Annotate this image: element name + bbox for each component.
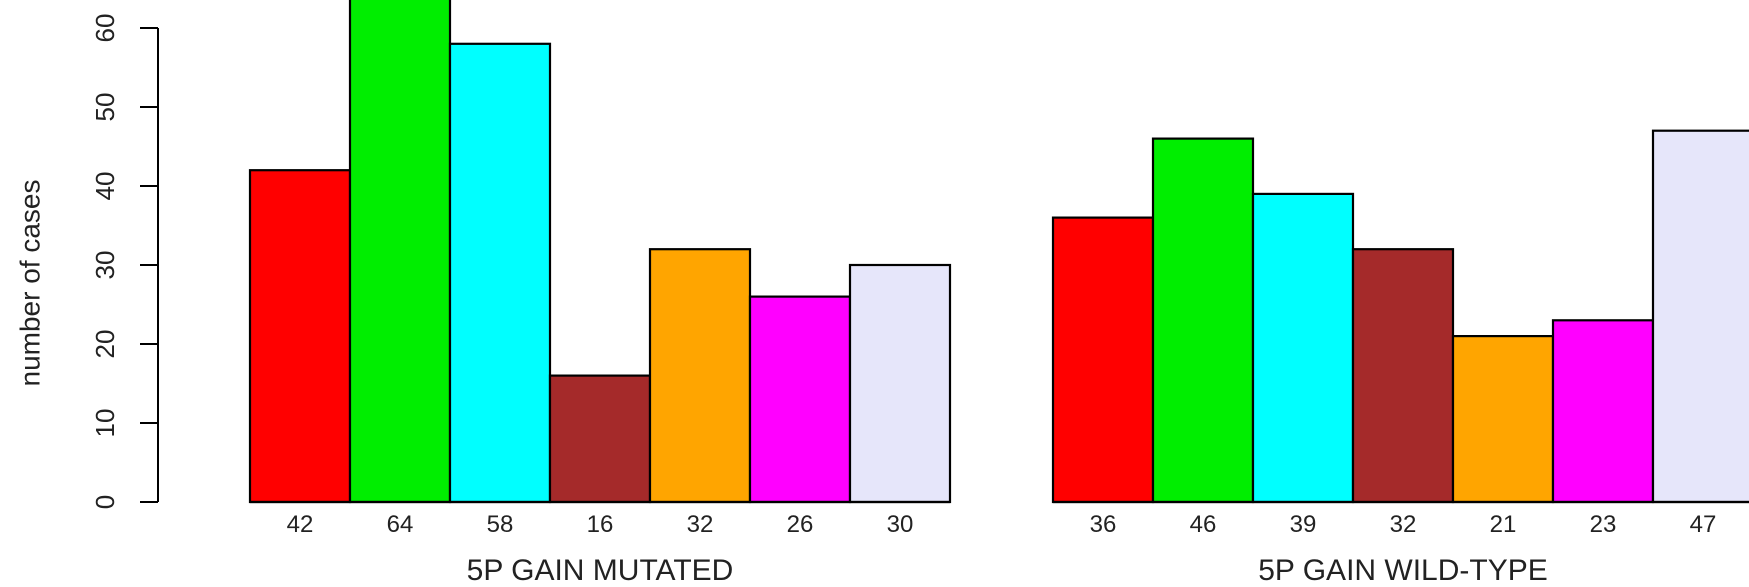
bar	[1551, 319, 1655, 504]
y-tick-label: 40	[90, 172, 120, 201]
y-tick-label: 0	[90, 495, 120, 509]
y-axis: 0 10 20 30 40 50 60 number of cases	[14, 14, 159, 509]
group-labels: 5P GAIN MUTATED 5P GAIN WILD-TYPE	[467, 554, 1548, 587]
bar	[448, 42, 552, 504]
bar	[1351, 248, 1455, 504]
bar-value-label: 36	[1090, 511, 1117, 538]
bar	[748, 295, 852, 504]
y-tick-label: 30	[90, 251, 120, 280]
group-label: 5P GAIN WILD-TYPE	[1258, 554, 1548, 587]
bar-value-label: 39	[1290, 511, 1317, 538]
group-label: 5P GAIN MUTATED	[467, 554, 734, 587]
y-tick-label: 60	[90, 14, 120, 43]
bar-value-label: 42	[287, 511, 314, 538]
bar-value-label: 58	[487, 511, 514, 538]
bars	[248, 0, 1749, 504]
bar	[848, 263, 952, 504]
x-tick-labels: 42 64 58 16 32 26 30 36 46 39 32 21 23 47	[287, 511, 1717, 538]
bar-value-label: 16	[587, 511, 614, 538]
y-tick-label: 50	[90, 93, 120, 122]
bar	[348, 0, 452, 504]
bar	[248, 169, 352, 504]
bar-value-label: 32	[687, 511, 714, 538]
bar	[1151, 137, 1255, 504]
y-ticks: 0 10 20 30 40 50 60	[90, 14, 158, 509]
bar	[648, 248, 752, 504]
bar-value-label: 32	[1390, 511, 1417, 538]
bar	[548, 374, 652, 504]
y-axis-label: number of cases	[14, 180, 45, 387]
bar-value-label: 46	[1190, 511, 1217, 538]
bar	[1651, 129, 1749, 504]
bar	[1451, 335, 1555, 504]
bar-value-label: 47	[1690, 511, 1717, 538]
bar	[1051, 216, 1155, 504]
bar-value-label: 21	[1490, 511, 1517, 538]
bar-value-label: 26	[787, 511, 814, 538]
bar-value-label: 23	[1590, 511, 1617, 538]
bar-value-label: 30	[887, 511, 914, 538]
bar	[1251, 192, 1355, 504]
y-tick-label: 20	[90, 330, 120, 359]
bar-value-label: 64	[387, 511, 414, 538]
y-tick-label: 10	[90, 409, 120, 438]
